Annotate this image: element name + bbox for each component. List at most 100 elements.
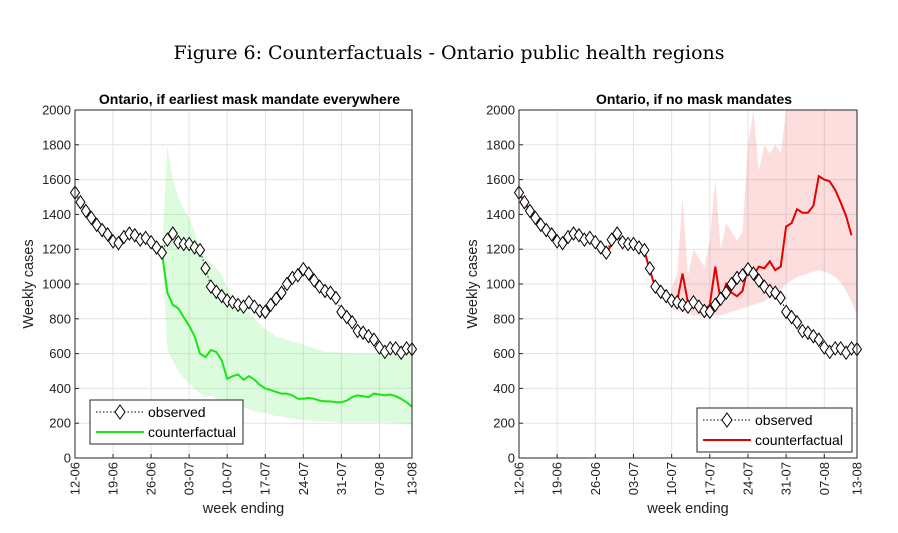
observed-point <box>113 235 124 251</box>
x-tick-label: 19-06 <box>550 462 565 495</box>
observed-point <box>292 267 303 283</box>
y-tick-label: 1800 <box>42 137 71 152</box>
y-tick-label: 1000 <box>42 277 71 292</box>
observed-point <box>265 297 276 313</box>
counterfactual-band <box>671 110 857 318</box>
x-tick-label: 10-07 <box>220 462 235 495</box>
observed-point <box>519 194 530 210</box>
panel-left: 0 200 400 600 800 1000 1200 1400 1600 1800 2000 12-… <box>21 91 420 517</box>
x-tick-label: 03-07 <box>626 462 641 495</box>
x-tick-label: 12-06 <box>68 462 83 495</box>
y-tick-label: 1600 <box>42 172 71 187</box>
y-tick-label: 1600 <box>486 172 515 187</box>
legend: observed counterfactual <box>696 407 853 453</box>
y-tick-label: 2000 <box>486 103 515 118</box>
observed-point <box>715 291 726 307</box>
observed-point <box>546 227 557 242</box>
y-tick-label: 1200 <box>486 242 515 257</box>
panel-title: Ontario, if no mask mandates <box>596 91 792 107</box>
observed-point <box>271 291 282 307</box>
observed-point <box>775 290 786 306</box>
observed-point <box>721 285 732 301</box>
legend-counterfactual-label: counterfactual <box>755 432 843 448</box>
observed-point <box>601 245 612 261</box>
observed-point <box>167 226 178 241</box>
y-tick-label: 200 <box>493 416 515 431</box>
observed-point <box>156 245 168 261</box>
observed-point <box>80 203 91 219</box>
y-tick-label: 1400 <box>42 207 71 222</box>
legend-observed-label: observed <box>148 404 206 420</box>
observed-point <box>260 304 271 320</box>
x-tick-label: 13-08 <box>850 462 865 495</box>
x-tick-label: 07-08 <box>817 462 832 495</box>
y-tick-label: 400 <box>49 381 71 396</box>
observed-point <box>309 273 320 288</box>
observed-point <box>704 304 715 320</box>
y-axis-label: Weekly cases <box>465 239 481 328</box>
legend-box <box>696 407 853 453</box>
legend: observed counterfactual <box>89 399 244 445</box>
observed-point <box>726 276 737 292</box>
observed-point <box>612 226 623 241</box>
y-tick-label: 600 <box>493 346 515 361</box>
observed-point <box>194 242 206 258</box>
y-tick-label: 800 <box>49 311 71 326</box>
observed-point <box>281 276 293 292</box>
y-tick-label: 0 <box>508 451 515 466</box>
panel-right: 0 200 400 600 800 1000 1200 1400 1600 1800 2000 12-… <box>465 91 865 517</box>
observed-point <box>102 227 113 242</box>
y-tick-label: 1000 <box>486 277 515 292</box>
observed-point <box>86 210 97 226</box>
observed-point <box>791 314 803 330</box>
observed-point <box>753 273 764 288</box>
x-tick-label: 12-06 <box>512 462 527 495</box>
x-tick-label: 03-07 <box>182 462 197 495</box>
x-tick-label: 24-07 <box>296 462 311 495</box>
observed-point <box>813 332 824 348</box>
legend-diamond-marker <box>114 404 126 420</box>
y-tick-label: 800 <box>493 311 515 326</box>
y-tick-label: 600 <box>49 346 71 361</box>
counterfactual-band <box>162 144 412 425</box>
panel-title: Ontario, if earliest mask mandate everyw… <box>99 91 400 107</box>
figure-title: Figure 6: Counterfactuals - Ontario publ… <box>173 42 725 64</box>
observed-point <box>162 232 173 248</box>
y-tick-label: 1400 <box>486 207 515 222</box>
x-axis-label: week ending <box>202 501 284 517</box>
legend-observed-label: observed <box>755 412 813 428</box>
observed-point <box>524 203 536 219</box>
legend-box <box>89 399 244 445</box>
y-tick-label: 2000 <box>42 103 71 118</box>
observed-point <box>557 235 568 251</box>
observed-point <box>330 290 342 306</box>
observed-point <box>347 314 358 330</box>
x-tick-label: 10-07 <box>664 462 679 495</box>
observed-point <box>710 297 721 313</box>
y-tick-label: 200 <box>49 416 71 431</box>
legend-counterfactual-label: counterfactual <box>148 424 236 440</box>
observed-point <box>276 285 287 301</box>
observed-point <box>75 194 86 210</box>
observed-point <box>200 260 211 276</box>
x-tick-label: 26-06 <box>588 462 603 495</box>
x-tick-label: 17-07 <box>258 462 273 495</box>
y-tick-label: 1800 <box>486 137 515 152</box>
x-tick-label: 31-07 <box>334 462 349 495</box>
legend-diamond-marker <box>721 412 733 428</box>
y-axis-label: Weekly cases <box>21 239 37 328</box>
x-tick-label: 13-08 <box>405 462 420 495</box>
observed-point <box>303 266 314 281</box>
y-tick-label: 0 <box>64 451 71 466</box>
observed-point <box>368 332 380 348</box>
observed-point <box>530 210 541 226</box>
x-tick-label: 31-07 <box>779 462 794 495</box>
observed-point <box>639 242 650 258</box>
observed-point <box>737 267 748 283</box>
y-tick-label: 400 <box>493 381 515 396</box>
x-tick-label: 24-07 <box>740 462 755 495</box>
x-tick-label: 19-06 <box>106 462 121 495</box>
x-tick-label: 07-08 <box>372 462 387 495</box>
observed-point <box>606 232 617 248</box>
